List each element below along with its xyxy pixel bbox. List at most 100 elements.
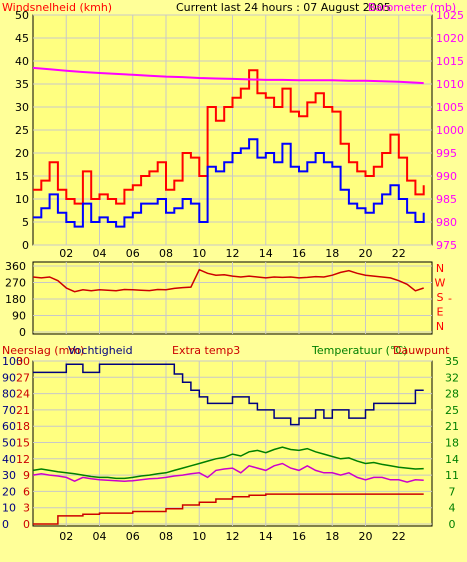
climate-hour-label: 10 — [192, 530, 206, 543]
humidity-y-tick-label: 80 — [2, 388, 16, 401]
wind-y-tick-label: 35 — [15, 78, 29, 91]
wind-hour-label: 18 — [325, 247, 339, 260]
barometer-y-tick-label: 1015 — [436, 55, 464, 68]
humidity-y-tick-label: 70 — [2, 404, 16, 417]
climate-hour-label: 04 — [93, 530, 107, 543]
axis-layer: 0510152025303540455097598098599099510001… — [2, 9, 464, 543]
temperature-y-tick-label: 18 — [445, 437, 459, 450]
wind-hour-label: 14 — [259, 247, 273, 260]
humidity-y-tick-label: 40 — [2, 453, 16, 466]
wind-hour-label: 06 — [126, 247, 140, 260]
rain-y-tick-label: 24 — [16, 388, 30, 401]
barometer-y-tick-label: 985 — [436, 193, 457, 206]
wind-y-tick-label: 45 — [15, 32, 29, 45]
wind-axis-label: Windsnelheid (kmh) — [2, 1, 112, 14]
wind-hour-label: 12 — [226, 247, 240, 260]
wind-y-tick-label: 40 — [15, 55, 29, 68]
series-layer — [32, 66, 425, 525]
wind-direction-series — [32, 268, 424, 293]
wind-hour-label: 08 — [159, 247, 173, 260]
direction-y-tick-label: 90 — [12, 310, 26, 323]
climate-hour-label: 20 — [359, 530, 373, 543]
barometer-y-tick-label: 1010 — [436, 78, 464, 91]
climate-hour-label: 22 — [392, 530, 406, 543]
climate-hour-label: 14 — [259, 530, 273, 543]
temperature-y-tick-label: 28 — [445, 388, 459, 401]
rain-y-tick-label: 27 — [16, 371, 30, 384]
rain-axis-label: Neerslag (mm) — [2, 344, 84, 357]
wind-hour-label: 22 — [392, 247, 406, 260]
direction-y-tick-label: 270 — [5, 277, 26, 290]
climate-hour-label: 12 — [226, 530, 240, 543]
chart-title: Current last 24 hours : 07 August 2005 — [176, 1, 391, 14]
temperature-axis-label: Temperatuur (°C) — [311, 344, 407, 357]
barometer-y-tick-label: 975 — [436, 239, 457, 252]
wind-y-tick-label: 0 — [22, 239, 29, 252]
rain-y-tick-label: 6 — [23, 485, 30, 498]
rain-y-tick-label: 21 — [16, 404, 30, 417]
wind-hour-label: 20 — [359, 247, 373, 260]
climate-hour-label: 18 — [325, 530, 339, 543]
barometer-axis-label: Barometer (mb) — [368, 1, 456, 14]
temperature-y-tick-label: 11 — [445, 469, 459, 482]
wind-y-tick-label: 15 — [15, 170, 29, 183]
temperature-y-tick-label: 25 — [445, 404, 459, 417]
humidity-series — [33, 363, 424, 426]
rain-y-tick-label: 18 — [16, 420, 30, 433]
wind-hour-label: 04 — [93, 247, 107, 260]
wind-y-tick-label: 5 — [22, 216, 29, 229]
temperature-y-tick-label: 14 — [445, 453, 459, 466]
dewpoint-label: Dauwpunt — [393, 344, 450, 357]
rain-series — [33, 493, 424, 525]
wind-hour-label: 10 — [192, 247, 206, 260]
compass-label: N — [436, 320, 444, 333]
wind-hour-label: 16 — [292, 247, 306, 260]
humidity-y-tick-label: 100 — [2, 355, 23, 368]
humidity-y-tick-label: 60 — [2, 420, 16, 433]
barometer-series — [32, 66, 424, 85]
humidity-y-tick-label: 90 — [2, 371, 16, 384]
rain-y-tick-label: 15 — [16, 437, 30, 450]
temperature-y-tick-label: 4 — [449, 502, 456, 515]
wind-gust-series — [33, 69, 425, 205]
barometer-y-tick-label: 995 — [436, 147, 457, 160]
direction-y-tick-label: 0 — [19, 326, 26, 339]
climate-hour-label: 08 — [159, 530, 173, 543]
rain-y-tick-label: 9 — [23, 469, 30, 482]
climate-hour-label: 16 — [292, 530, 306, 543]
rain-y-tick-label: 0 — [23, 518, 30, 531]
humidity-y-tick-label: 30 — [2, 469, 16, 482]
rain-y-tick-label: 12 — [16, 453, 30, 466]
compass-label: S — [437, 291, 444, 304]
wind-y-tick-label: 10 — [15, 193, 29, 206]
wind-y-tick-label: 50 — [15, 9, 29, 22]
barometer-y-tick-label: 980 — [436, 216, 457, 229]
direction-y-tick-label: 360 — [5, 260, 26, 273]
temperature-y-tick-label: 21 — [445, 420, 459, 433]
wind-hour-label: 02 — [59, 247, 73, 260]
direction-y-tick-label: 180 — [5, 293, 26, 306]
temperature-y-tick-label: 32 — [445, 371, 459, 384]
dewpoint-series — [32, 462, 424, 483]
temperature-y-tick-label: 35 — [445, 355, 459, 368]
compass-label: E — [437, 306, 444, 319]
compass-label: N — [436, 262, 444, 275]
rain-y-tick-label: 3 — [23, 502, 30, 515]
humidity-axis-label: Vochtigheid — [68, 344, 133, 357]
barometer-y-tick-label: 1020 — [436, 32, 464, 45]
barometer-y-tick-label: 990 — [436, 170, 457, 183]
extra-temp-label: Extra temp3 — [172, 344, 240, 357]
temperature-series — [32, 446, 424, 480]
compass-dash: - — [448, 292, 452, 305]
temperature-y-tick-label: 7 — [449, 485, 456, 498]
humidity-y-tick-label: 20 — [2, 485, 16, 498]
climate-hour-label: 02 — [59, 530, 73, 543]
rain-y-tick-label: 30 — [16, 355, 30, 368]
barometer-y-tick-label: 1005 — [436, 101, 464, 114]
wind-y-tick-label: 20 — [15, 147, 29, 160]
compass-label: W — [435, 277, 446, 290]
wind-y-tick-label: 25 — [15, 124, 29, 137]
barometer-y-tick-label: 1025 — [436, 9, 464, 22]
